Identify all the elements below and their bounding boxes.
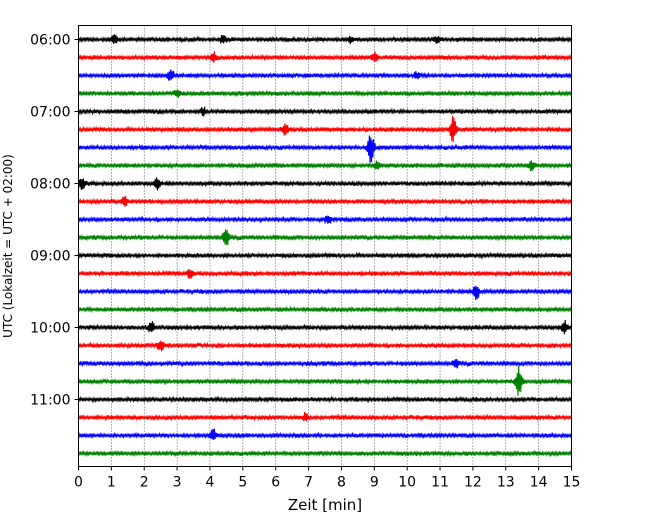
trace-0600	[77, 34, 573, 45]
trace-1115	[77, 412, 573, 422]
y-tick-label-5: 11:00	[30, 393, 70, 409]
x-tick-label-1: 1	[107, 475, 116, 491]
x-axis-ticks: 0 1 2 3 4 5 6 7 8 9 10 11 12 13 14 15	[74, 466, 581, 491]
trace-0700	[77, 106, 573, 117]
x-tick-label-3: 3	[173, 475, 182, 491]
trace-1015	[77, 340, 573, 352]
trace-0630	[77, 69, 573, 81]
x-tick-label-2: 2	[140, 475, 149, 491]
y-tick-label-4: 10:00	[30, 321, 70, 337]
x-tick-label-14: 14	[530, 475, 548, 491]
x-tick-label-0: 0	[74, 475, 83, 491]
trace-1045	[77, 365, 573, 396]
trace-1145	[77, 449, 573, 458]
trace-0800	[77, 177, 573, 191]
y-tick-label-2: 08:00	[30, 177, 70, 193]
x-tick-label-6: 6	[271, 475, 280, 491]
x-tick-label-13: 13	[497, 475, 515, 491]
trace-0945	[77, 305, 573, 314]
x-tick-label-15: 15	[563, 475, 581, 491]
trace-1130	[77, 428, 573, 441]
x-tick-label-4: 4	[206, 475, 215, 491]
trace-0845	[77, 229, 573, 246]
trace-0915	[77, 268, 573, 279]
x-tick-label-9: 9	[370, 475, 379, 491]
y-tick-label-1: 07:00	[30, 105, 70, 121]
trace-1030	[77, 359, 573, 369]
trace-0745	[77, 160, 573, 172]
plot-background	[78, 25, 572, 467]
y-axis-ticks: 06:00 07:00 08:00 09:00 10:00 11:00	[30, 33, 79, 409]
y-axis-label: UTC (Lokalzeit = UTC + 02:00)	[1, 154, 15, 338]
trace-0830	[77, 215, 573, 224]
trace-0815	[77, 195, 573, 207]
y-tick-label-0: 06:00	[30, 33, 70, 49]
trace-0900	[77, 251, 573, 260]
x-tick-label-11: 11	[431, 475, 449, 491]
x-tick-label-7: 7	[304, 475, 313, 491]
trace-0715	[77, 115, 572, 143]
plot-frame	[78, 25, 572, 467]
x-tick-label-5: 5	[238, 475, 247, 491]
x-tick-label-8: 8	[337, 475, 346, 491]
trace-1100	[77, 395, 573, 404]
trace-0645	[77, 89, 573, 98]
x-tick-label-10: 10	[398, 475, 416, 491]
x-tick-label-12: 12	[464, 475, 482, 491]
trace-0930	[77, 285, 573, 300]
y-tick-label-3: 09:00	[30, 249, 70, 265]
trace-0730	[77, 135, 573, 164]
trace-0615	[77, 51, 573, 63]
x-axis-label: Zeit [min]	[288, 496, 362, 514]
trace-1000	[77, 320, 573, 335]
trace-group	[77, 34, 573, 458]
